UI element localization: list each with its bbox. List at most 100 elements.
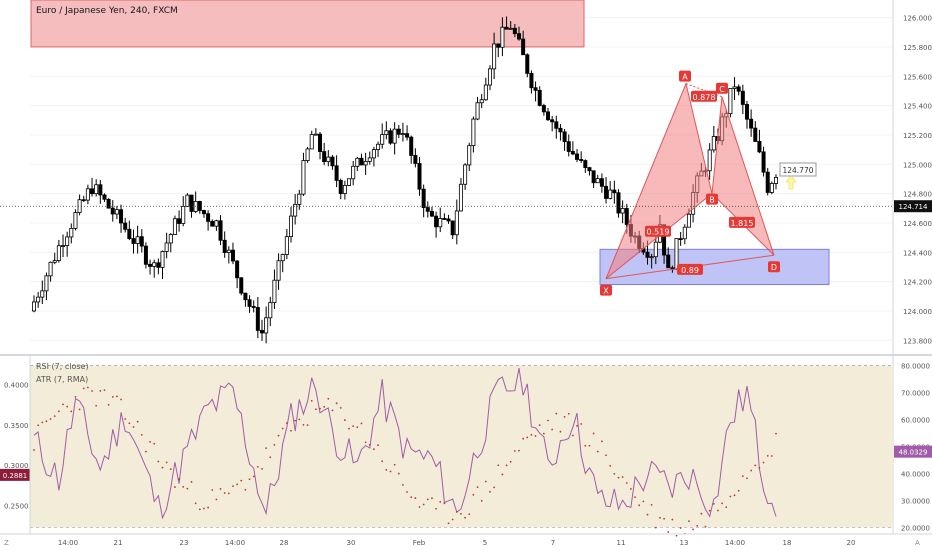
candle-body bbox=[94, 184, 99, 195]
atr-dot bbox=[605, 454, 607, 457]
atr-dot bbox=[476, 486, 479, 489]
atr-dot bbox=[762, 461, 765, 464]
candle-body bbox=[338, 179, 343, 194]
atr-dot bbox=[530, 433, 533, 436]
atr-dot bbox=[294, 419, 297, 422]
atr-dot bbox=[770, 455, 773, 457]
candle-body bbox=[251, 306, 256, 308]
candle-body bbox=[259, 330, 264, 334]
atr-dot bbox=[737, 489, 740, 492]
atr-dot bbox=[654, 526, 657, 529]
x-tick-label: 18 bbox=[783, 539, 792, 547]
atr-dot bbox=[746, 477, 748, 480]
candle-body bbox=[280, 254, 285, 262]
rsi-tick-label: 20.0000 bbox=[901, 524, 930, 532]
candle-body bbox=[434, 215, 439, 228]
candle-body bbox=[554, 121, 559, 129]
atr-dot bbox=[775, 432, 777, 435]
candle-body bbox=[36, 296, 41, 303]
atr-legend: ATR (7, RMA) bbox=[36, 375, 89, 384]
point-b-label: B bbox=[709, 196, 715, 205]
candle-body bbox=[765, 171, 770, 193]
atr-dot bbox=[281, 427, 284, 430]
candle-body bbox=[156, 262, 161, 268]
right-axis-bg bbox=[893, 0, 932, 550]
candle-body bbox=[330, 156, 335, 167]
atr-dot bbox=[74, 395, 77, 398]
candle-body bbox=[575, 153, 580, 160]
candle-body bbox=[160, 251, 165, 268]
candle-body bbox=[467, 145, 472, 166]
candle-body bbox=[114, 209, 119, 215]
atr-dot bbox=[551, 428, 554, 431]
atr-dot bbox=[518, 449, 520, 452]
candle-body bbox=[168, 234, 173, 244]
candle-body bbox=[218, 220, 223, 241]
price-tooltip-text: 124.770 bbox=[782, 166, 813, 175]
atr-dot bbox=[335, 402, 338, 405]
atr-dot bbox=[472, 493, 475, 496]
atr-dots bbox=[33, 386, 777, 537]
rsi-legend: RSI (7, close) bbox=[36, 362, 89, 371]
x-tick-label: 14:00 bbox=[725, 539, 745, 547]
atr-dot bbox=[501, 473, 504, 476]
atr-dot bbox=[57, 410, 60, 413]
rsi-band bbox=[30, 365, 893, 528]
candle-body bbox=[442, 218, 447, 220]
atr-dot bbox=[232, 485, 234, 488]
price-tick-label: 125.600 bbox=[903, 73, 932, 81]
atr-dot bbox=[422, 503, 425, 506]
candle-body bbox=[483, 84, 488, 101]
candle-body bbox=[736, 86, 741, 92]
candle-body bbox=[61, 245, 66, 247]
candle-body bbox=[230, 249, 235, 262]
candle-body bbox=[421, 188, 426, 208]
atr-dot bbox=[91, 390, 93, 392]
candle-body bbox=[550, 119, 555, 123]
atr-dot bbox=[679, 527, 682, 529]
candle-body bbox=[148, 263, 153, 267]
atr-dot bbox=[82, 387, 85, 390]
atr-dot bbox=[261, 467, 263, 470]
x-tick-label: 21 bbox=[114, 539, 123, 547]
x-tick-label: 28 bbox=[280, 539, 289, 547]
atr-dot bbox=[646, 513, 649, 516]
candle-body bbox=[172, 218, 177, 235]
candle-body bbox=[686, 213, 691, 228]
candle-body bbox=[732, 86, 737, 89]
candle-body bbox=[359, 157, 364, 166]
point-b-label-bg bbox=[706, 193, 718, 205]
ratio-xab-label: 0.519 bbox=[647, 228, 670, 237]
atr-dot bbox=[667, 531, 670, 533]
atr-dot bbox=[277, 434, 280, 437]
candle-body bbox=[52, 260, 57, 263]
atr-dot bbox=[352, 425, 355, 427]
atr-dot bbox=[766, 455, 769, 457]
candle-body bbox=[400, 133, 405, 135]
candle-body bbox=[284, 236, 289, 255]
candle-body bbox=[164, 242, 169, 252]
candle-body bbox=[268, 302, 273, 319]
atr-dot bbox=[559, 430, 562, 433]
atr-dot bbox=[418, 506, 421, 508]
candle-body bbox=[376, 143, 381, 150]
atr-dot bbox=[389, 470, 392, 473]
atr-dot bbox=[211, 489, 214, 491]
candle-body bbox=[496, 43, 501, 48]
price-tick-label: 125.200 bbox=[903, 132, 932, 140]
atr-dot bbox=[265, 447, 268, 450]
candle-body bbox=[508, 27, 513, 30]
atr-dot bbox=[447, 522, 450, 525]
atr-dot bbox=[95, 404, 98, 407]
candle-body bbox=[90, 188, 95, 195]
candle-body bbox=[438, 218, 443, 228]
atr-dot bbox=[592, 432, 595, 435]
candle-body bbox=[247, 299, 252, 307]
atr-dot bbox=[49, 418, 52, 420]
candle-body bbox=[98, 184, 103, 196]
candle-body bbox=[355, 157, 360, 167]
candle-body bbox=[616, 192, 621, 214]
candle-body bbox=[620, 208, 625, 214]
atr-dot bbox=[327, 397, 330, 400]
